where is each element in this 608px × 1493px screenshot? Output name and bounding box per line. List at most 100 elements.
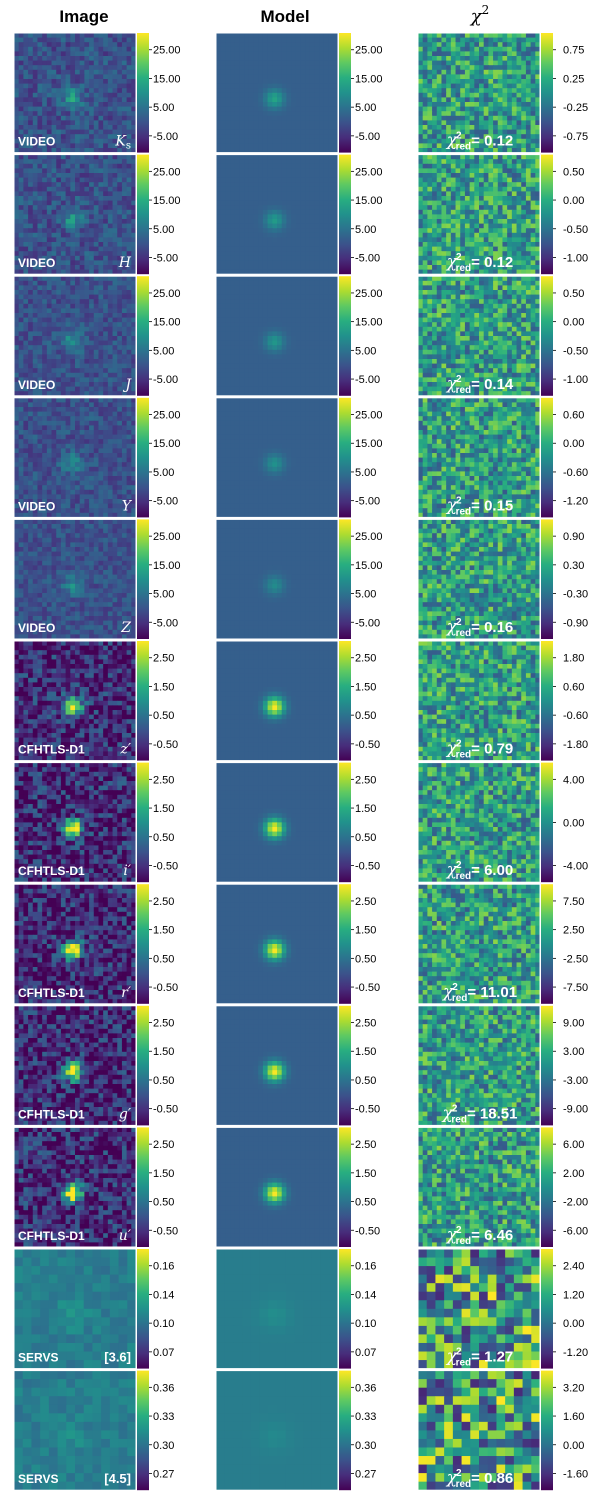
chi-colorbar-ticks: 0.75 0.25 -0.25 -0.75 [553, 45, 588, 143]
panel-row-4: 25.00 15.00 5.00 -5.00 25.00 15.00 5.00 -5.00 0.… [13, 397, 588, 518]
model-colorbar [339, 1127, 351, 1247]
colorbar-tick-label: -6.00 [563, 1225, 588, 1237]
colorbar-tick-label: 0.75 [563, 45, 584, 57]
colorbar-tick-label: 0.14 [355, 1289, 376, 1301]
colorbar-tick-label: 1.20 [563, 1289, 584, 1301]
colorbar-tick-label: 0.07 [355, 1347, 376, 1359]
colorbar-tick-label: -0.75 [563, 131, 588, 143]
colorbar-tick-label: 1.50 [153, 1168, 174, 1180]
model-colorbar [339, 276, 351, 396]
colorbar-tick-label: -0.30 [563, 589, 588, 601]
chi-colorbar [541, 1370, 553, 1491]
image-colorbar-ticks: 25.00 15.00 5.00 -5.00 [149, 531, 181, 629]
panel-row-11: 0.16 0.14 0.10 0.07 0.16 0.14 0.10 0.07 2.40 1.20… [13, 1248, 588, 1370]
colorbar-tick-label: -0.50 [153, 860, 178, 872]
column-title-chi-squared: χ2 [469, 3, 490, 27]
image-colorbar-ticks: 0.36 0.33 0.30 0.27 [149, 1382, 174, 1480]
model-colorbar-ticks: 25.00 15.00 5.00 -5.00 [351, 166, 383, 264]
model-colorbar-ticks: 2.50 1.50 0.50 -0.50 [351, 653, 380, 751]
colorbar-tick-label: 9.00 [563, 1018, 584, 1030]
chi-colorbar-ticks: 0.90 0.30 -0.30 -0.90 [553, 531, 588, 629]
model-colorbar-ticks: 25.00 15.00 5.00 -5.00 [351, 531, 383, 629]
colorbar-tick-label: 1.50 [355, 925, 376, 937]
model-colorbar [339, 1005, 351, 1126]
colorbar-tick-label: 0.00 [563, 1440, 584, 1452]
image-colorbar-ticks: 25.00 15.00 5.00 -5.00 [149, 410, 181, 508]
colorbar-tick-label: 15.00 [355, 73, 383, 85]
colorbar-tick-label: 5.00 [355, 224, 376, 236]
colorbar-tick-label: 25.00 [355, 531, 383, 543]
colorbar-tick-label: 0.50 [153, 832, 174, 844]
band-label: [3.6] [104, 1350, 131, 1365]
colorbar-tick-label: 0.50 [355, 1197, 376, 1209]
colorbar-tick-label: 5.00 [153, 345, 174, 357]
colorbar-tick-label: 0.27 [153, 1468, 174, 1480]
colorbar-tick-label: 0.90 [563, 531, 584, 543]
colorbar-tick-label: -5.00 [355, 496, 380, 508]
colorbar-tick-label: 3.00 [563, 1046, 584, 1058]
image-colorbar [137, 397, 149, 518]
colorbar-tick-label: 2.40 [563, 1261, 584, 1273]
chi-map [417, 397, 541, 518]
colorbar-tick-label: 2.50 [355, 896, 376, 908]
colorbar-tick-label: 2.50 [355, 653, 376, 665]
colorbar-tick-label: -5.00 [355, 617, 380, 629]
chi-colorbar [541, 33, 553, 153]
model-map [215, 1126, 339, 1248]
survey-label: CFHTLS-D1 [18, 986, 85, 1000]
band-label: [4.5] [104, 1471, 131, 1486]
model-colorbar [339, 641, 351, 761]
panel-row-6: 2.50 1.50 0.50 -0.50 2.50 1.50 0.50 -0.50 1.80 0.… [13, 640, 588, 762]
colorbar-tick-label: -0.90 [563, 617, 588, 629]
band-label: J [122, 377, 132, 393]
band-label: z′ [119, 742, 131, 758]
colorbar-tick-label: 1.50 [153, 925, 174, 937]
colorbar-tick-label: 0.10 [153, 1318, 174, 1330]
image-colorbar [137, 33, 149, 153]
chi-map [417, 640, 541, 762]
panel-row-5: 25.00 15.00 5.00 -5.00 25.00 15.00 5.00 -5.00 0.… [13, 518, 588, 640]
colorbar-tick-label: -5.00 [153, 131, 178, 143]
panel-row-12: 0.36 0.33 0.30 0.27 0.36 0.33 0.30 0.27 3.20 1.60… [13, 1370, 588, 1491]
model-map [215, 275, 339, 397]
model-map [215, 640, 339, 762]
model-colorbar-ticks: 2.50 1.50 0.50 -0.50 [351, 896, 380, 994]
image-map [13, 883, 137, 1005]
colorbar-tick-label: 0.00 [563, 195, 584, 207]
image-colorbar-ticks: 2.50 1.50 0.50 -0.50 [149, 1018, 178, 1116]
chi-colorbar-ticks: 1.80 0.60 -0.60 -1.80 [553, 653, 588, 751]
colorbar-tick-label: -0.50 [153, 982, 178, 994]
column-title-model: Model [260, 7, 309, 26]
chi-red-label: χ2 red= 0.12 [446, 131, 514, 153]
model-colorbar [339, 33, 351, 153]
colorbar-tick-label: 25.00 [153, 166, 181, 178]
chi-colorbar [541, 762, 553, 883]
model-map [215, 1248, 339, 1370]
colorbar-tick-label: 25.00 [355, 288, 383, 300]
image-colorbar-ticks: 2.50 1.50 0.50 -0.50 [149, 1139, 178, 1237]
colorbar-tick-label: 4.00 [563, 774, 584, 786]
chi-red-label: χ2 red= 11.01 [442, 982, 517, 1004]
colorbar-tick-label: -4.00 [563, 860, 588, 872]
image-colorbar [137, 884, 149, 1004]
model-map [215, 32, 339, 154]
survey-label: VIDEO [18, 378, 55, 392]
colorbar-tick-label: 5.00 [153, 102, 174, 114]
chi-colorbar-ticks: 3.20 1.60 0.00 -1.60 [553, 1382, 588, 1480]
colorbar-tick-label: 0.36 [153, 1382, 174, 1394]
survey-label: VIDEO [18, 621, 55, 635]
image-colorbar [137, 762, 149, 883]
chi-map [417, 1126, 541, 1248]
model-map [215, 762, 339, 883]
colorbar-tick-label: 1.50 [153, 1046, 174, 1058]
chi-colorbar [541, 1127, 553, 1247]
image-colorbar-ticks: 25.00 15.00 5.00 -5.00 [149, 45, 181, 143]
image-colorbar [137, 1127, 149, 1247]
colorbar-tick-label: 15.00 [355, 438, 383, 450]
image-map [13, 1370, 137, 1491]
colorbar-tick-label: -1.20 [563, 496, 588, 508]
chi-colorbar-ticks: 0.60 0.00 -0.60 -1.20 [553, 410, 588, 508]
colorbar-tick-label: -5.00 [153, 374, 178, 386]
colorbar-tick-label: 15.00 [355, 195, 383, 207]
panel-row-8: 2.50 1.50 0.50 -0.50 2.50 1.50 0.50 -0.50 7.50 2.… [13, 883, 588, 1005]
